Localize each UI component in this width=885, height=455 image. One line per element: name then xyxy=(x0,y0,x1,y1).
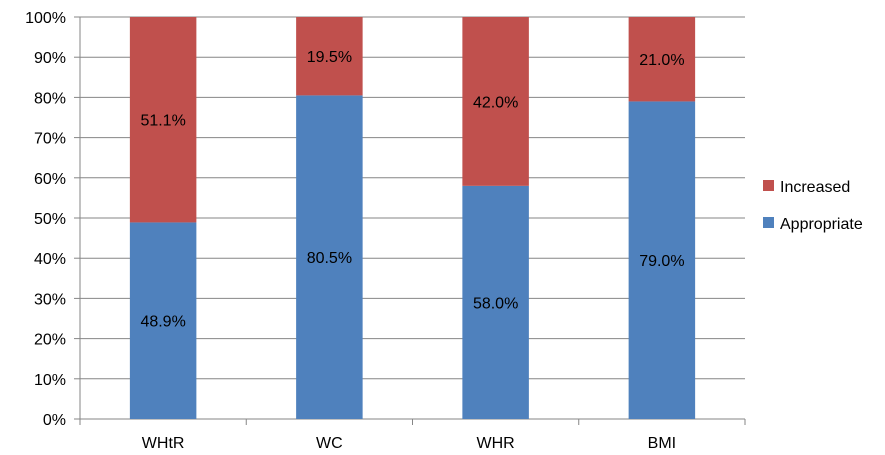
bar-segment-appropriate xyxy=(296,95,363,419)
data-label: 19.5% xyxy=(307,49,352,66)
y-tick-label: 80% xyxy=(34,90,66,107)
y-tick-label: 100% xyxy=(25,10,66,27)
x-category-label: WC xyxy=(316,435,343,452)
x-category-label: WHR xyxy=(477,435,515,452)
x-category-label: BMI xyxy=(648,435,676,452)
data-label: 79.0% xyxy=(639,253,684,270)
y-tick-label: 70% xyxy=(34,131,66,148)
data-label: 51.1% xyxy=(140,113,185,130)
bar-segment-appropriate xyxy=(129,222,197,419)
legend-label-increased: Increased xyxy=(780,179,850,196)
x-category-label: WHtR xyxy=(142,435,185,452)
y-tick-label: 40% xyxy=(34,251,66,268)
y-tick-label: 10% xyxy=(34,372,66,389)
data-label: 48.9% xyxy=(140,314,185,331)
bar-segment-increased xyxy=(129,17,197,223)
y-tick-label: 90% xyxy=(34,50,66,67)
y-tick-label: 50% xyxy=(34,211,66,228)
data-label: 58.0% xyxy=(473,295,518,312)
y-tick-label: 20% xyxy=(34,332,66,349)
y-tick-label: 0% xyxy=(43,412,66,429)
bar-segment-appropriate xyxy=(462,185,529,419)
bar-segment-increased xyxy=(462,17,529,186)
bar-segment-appropriate xyxy=(628,101,696,420)
bar-segment-increased xyxy=(296,17,363,96)
bar-segment-increased xyxy=(628,17,696,102)
data-label: 42.0% xyxy=(473,94,518,111)
y-tick-label: 60% xyxy=(34,171,66,188)
legend-label-appropriate: Appropriate xyxy=(780,216,863,233)
data-label: 21.0% xyxy=(639,52,684,69)
legend-swatch-appropriate xyxy=(763,217,774,228)
y-tick-label: 30% xyxy=(34,291,66,308)
legend-swatch-increased xyxy=(763,180,774,191)
data-label: 80.5% xyxy=(307,250,352,267)
